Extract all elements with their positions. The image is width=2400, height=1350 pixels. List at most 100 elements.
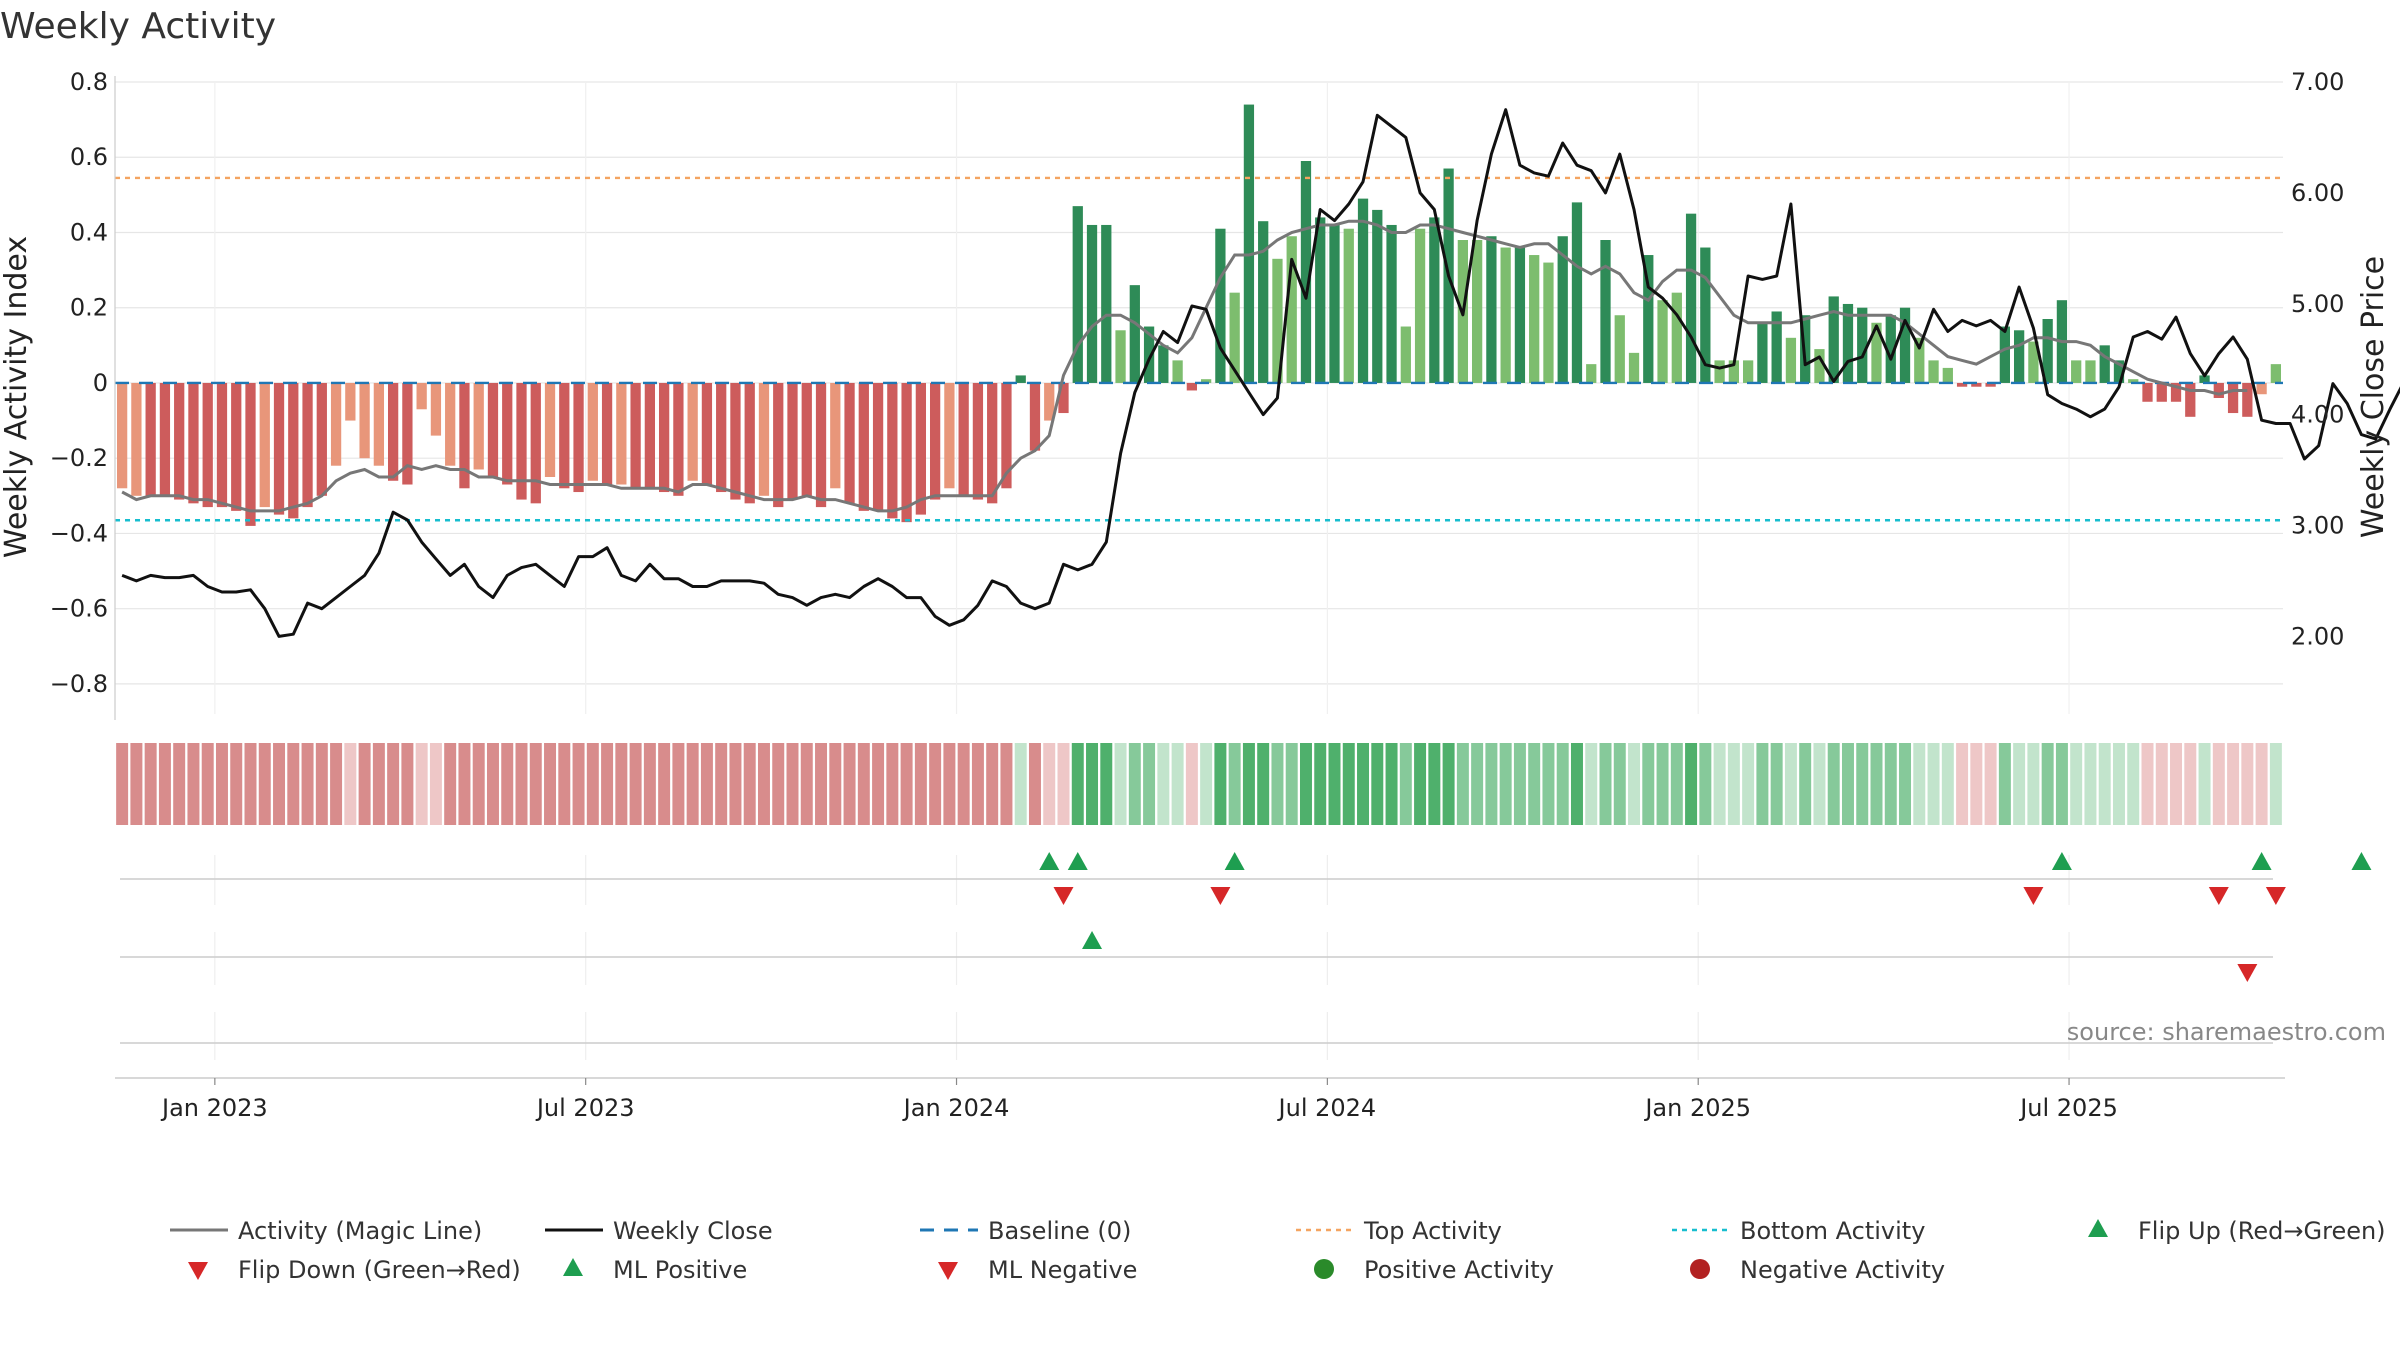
activity-bar [1928,360,1939,383]
activity-bar [216,382,228,508]
strip-cell [1242,743,1255,825]
activity-bar [1300,161,1312,383]
legend-swatch [188,1262,208,1280]
strip-cell [1913,743,1926,825]
activity-bar [116,382,128,489]
y-axis-left-title: Weekly Activity Index [0,236,34,558]
activity-bar [1742,360,1754,383]
activity-bar [1643,255,1654,383]
legend-swatch [938,1262,958,1280]
activity-bar [1386,224,1397,383]
strip-cell [729,743,742,825]
activity-bar [188,382,199,504]
strip-cell [2212,743,2225,825]
strip-cell [643,743,656,825]
activity-bar [259,382,270,508]
activity-bar [1899,307,1911,383]
strip-cell [1927,743,1940,825]
strip-cell [1628,743,1641,825]
activity-bar [145,382,156,496]
weekly-close-line [121,108,2400,638]
activity-bar [159,382,171,496]
activity-bar [2185,382,2196,417]
activity-bar [430,382,442,436]
activity-bar [844,382,855,504]
series-lines [121,108,2400,638]
strip-cell [2041,743,2054,825]
activity-bar [758,382,770,496]
strip-cell [757,743,770,825]
legend-item-ml-negative: ML Negative [938,1256,1137,1284]
strip-cell [1841,743,1854,825]
strip-cell [1414,743,1427,825]
y-right-tick-label: 3.00 [2291,512,2344,540]
activity-bar [658,382,670,493]
activity-bar [2242,382,2253,417]
activity-bar [1200,379,1212,383]
flip-up-marker [2251,852,2272,870]
strip-cell [829,743,842,825]
strip-cell [743,743,756,825]
strip-cell [914,743,927,825]
strip-cell [1713,743,1726,825]
axes: 0.8 0.6 0.4 0.2 0 −0.2 −0.4 −0.6 −0.8 7.00 6.00 5.0… [50,68,2344,720]
strip-cell [1727,743,1740,825]
strip-cell [387,743,400,825]
activity-bar [1714,360,1725,383]
activity-bar [2042,319,2053,383]
y-right-tick-label: 6.00 [2291,179,2344,207]
strip-cell [258,743,271,825]
activity-bar [1814,349,1825,383]
strip-cell [1899,743,1912,825]
activity-bar [1942,367,1953,383]
strip-cell [144,743,157,825]
strip-cell [1428,743,1441,825]
strip-cell [1670,743,1683,825]
y-left-tick-label: −0.8 [50,670,108,698]
flip-up-marker [2051,852,2072,870]
strip-cell [2155,743,2168,825]
activity-bar [1614,315,1625,383]
activity-bar [2028,341,2039,383]
strip-cell [815,743,828,825]
strip-cell [330,743,343,825]
x-tick-label: Jan 2023 [160,1094,268,1122]
strip-cell [1185,743,1198,825]
activity-bar [858,382,869,511]
reference-lines [115,176,2283,522]
activity-bar [2142,382,2153,402]
legend-label: Bottom Activity [1740,1217,1925,1245]
activity-bar [1971,382,1982,387]
strip-cell [1827,743,1840,825]
strip-cell [2141,743,2154,825]
strip-cell [1585,743,1598,825]
flip-down-marker [2023,887,2044,905]
activity-bar [1372,209,1383,383]
strip-cell [872,743,885,825]
activity-bar [1357,198,1369,383]
strip-cell [1200,743,1213,825]
activity-bar [1657,300,1668,383]
strip-cell [301,743,314,825]
activity-bar [1857,307,1868,383]
activity-bar [174,382,185,500]
strip-cell [672,743,685,825]
activity-bar [972,382,984,500]
y-left-tick-label: 0.2 [70,294,108,322]
strip-cell [1399,743,1412,825]
activity-bar [487,382,499,477]
strip-cell [800,743,813,825]
strip-cell [900,743,913,825]
strip-cell [173,743,186,825]
strip-cell [1442,743,1455,825]
legend-item-bottom: Bottom Activity [1672,1217,1925,1245]
x-tick-label: Jan 2025 [1643,1094,1751,1122]
flip-down-marker [2208,887,2229,905]
activity-bar [701,382,713,485]
activity-bar [1586,364,1597,383]
activity-bar [830,382,841,489]
strip-cell [1071,743,1084,825]
legend-item-magic: Activity (Magic Line) [170,1217,482,1245]
strip-cell [772,743,785,825]
strip-cell [2255,743,2268,825]
